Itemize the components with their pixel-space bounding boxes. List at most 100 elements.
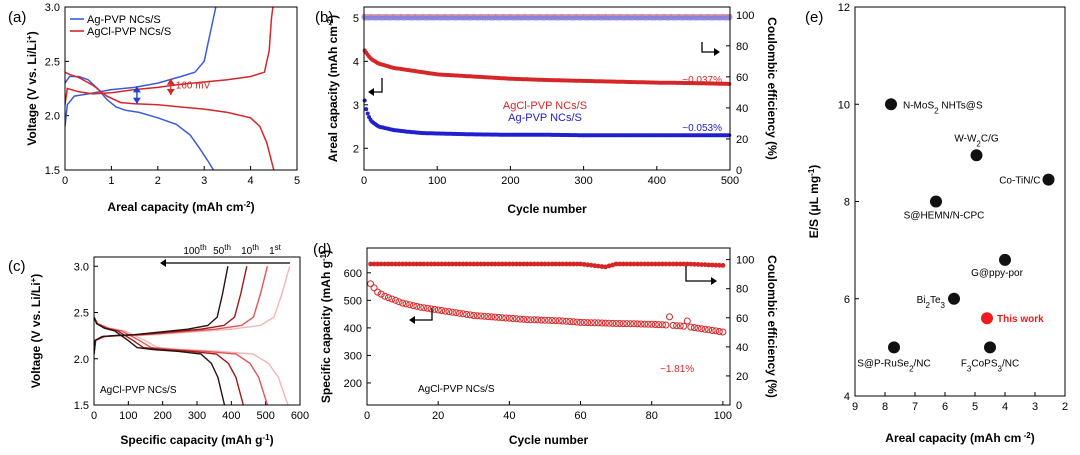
- panel-d-y2-ticklabel: 100: [736, 255, 754, 267]
- panel-b-y2-ticklabel: 80: [736, 41, 748, 53]
- panel-d-capacity-point: [591, 319, 599, 327]
- panel-d-ce-point: [660, 261, 665, 267]
- panel-b-ce-point: [614, 15, 620, 21]
- panel-b-ce-point: [562, 15, 567, 21]
- panel-c-label: (c): [8, 258, 26, 275]
- panel-d-ce-point: [400, 261, 405, 267]
- panel-d-x-ticklabel: 40: [503, 410, 515, 422]
- panel-b-ce-point: [541, 15, 547, 21]
- panel-b-ce-point: [679, 15, 685, 21]
- panel-d-ce-point: [638, 261, 644, 267]
- panel-b-xlabel: Cycle number: [507, 202, 587, 216]
- panel-d-capacity-point: [694, 324, 702, 332]
- panel-b-ce-point: [600, 15, 605, 21]
- panel-d-capacity-point: [548, 317, 556, 324]
- panel-d-capacity-point: [626, 320, 634, 328]
- panel-b-ce-point: [613, 15, 619, 21]
- panel-d-capacity-point: [630, 320, 638, 328]
- panel-b-ce-point: [452, 15, 458, 21]
- panel-b-ce-point: [459, 15, 465, 21]
- panel-d-capacity-point: [520, 315, 528, 323]
- panel-b-capacity-series: [362, 98, 732, 138]
- panel-d-capacity-point: [513, 315, 520, 323]
- panel-d-ce-point: [695, 262, 701, 267]
- panel-b-ce-point: [708, 15, 714, 21]
- panel-d-capacity-point: [545, 316, 552, 324]
- panel-e-x-ticklabel: 9: [852, 401, 858, 413]
- panel-b-ce-point: [371, 15, 377, 21]
- panel-d-capacity-point: [484, 313, 492, 321]
- panel-b-ce-point: [540, 15, 545, 21]
- panel-d-ce-point: [386, 261, 391, 267]
- panel-b-ce-point: [519, 15, 525, 21]
- panel-d-capacity-point: [459, 310, 467, 318]
- panel-d-capacity-point: [374, 288, 382, 296]
- panel-d-ce-point: [421, 261, 427, 267]
- panel-b-ce-point: [538, 15, 544, 21]
- panel-b-annotation: ~0.037%: [682, 75, 722, 86]
- panel-d-xlabel: Cycle number: [509, 433, 589, 447]
- panel-b-ce-point: [428, 15, 434, 21]
- panel-d-capacity-point: [488, 313, 496, 321]
- panel-b-ce-point: [707, 15, 712, 21]
- panel-b-ce-point: [525, 15, 531, 21]
- panel-b-ce-point: [512, 15, 518, 21]
- panel-d-ylabel: Specific capacity (mAh g-1): [319, 250, 334, 403]
- panel-d-y-ticklabel: 600: [344, 268, 362, 280]
- panel-b-ce-point: [444, 15, 450, 21]
- panel-b-ce-point: [532, 15, 538, 21]
- panel-d-ce-point: [592, 263, 598, 269]
- panel-b-ce-point: [672, 15, 677, 21]
- panel-b-y2-ticklabel: 100: [736, 10, 754, 22]
- panel-b-ce-point: [474, 15, 480, 21]
- panel-d-y2-ticklabel: 20: [736, 371, 748, 383]
- panel-d-right-arrowhead: [711, 277, 717, 285]
- panel-e-label: (e): [805, 9, 823, 26]
- panel-d-ce-point: [620, 261, 626, 267]
- panel-e-x-ticklabel: 5: [972, 401, 978, 413]
- panel-d-capacity-point: [370, 284, 378, 292]
- panel-d-ce-point: [613, 261, 619, 267]
- panel-d-capacity-point: [698, 325, 705, 333]
- panel-a-x-ticklabel: 4: [248, 175, 254, 187]
- panel-d-ce-point: [368, 261, 373, 267]
- panel-b-ce-point: [626, 15, 632, 21]
- panel-d-ce-point: [649, 261, 655, 267]
- panel-e-y-ticklabel: 10: [838, 99, 850, 111]
- panel-b-ce-point: [576, 15, 582, 21]
- panel-d-ce-point: [563, 261, 569, 267]
- panel-c-cycle-label: 1st: [269, 243, 282, 258]
- panel-d-ce-point: [603, 264, 608, 270]
- panel-d-ce-point: [713, 262, 719, 268]
- panel-d-ce-point: [567, 261, 573, 267]
- panel-d-capacity-point: [705, 326, 713, 334]
- panel-d-capacity-point: [473, 312, 481, 320]
- panel-b-ce-point: [714, 15, 720, 21]
- panel-b-ce-point: [664, 15, 670, 21]
- panel-d-capacity-point: [502, 314, 510, 322]
- panel-b-ce-point: [490, 15, 496, 21]
- panel-b-ce-point: [724, 15, 730, 21]
- panel-b-ce-point: [386, 15, 392, 21]
- panel-c-cycle-arrowhead: [160, 259, 166, 267]
- panel-a-x-ticklabel: 1: [108, 175, 114, 187]
- panel-a-xlabel: Areal capacity (mAh cm-2): [107, 200, 254, 215]
- panel-d-capacity-point: [541, 316, 549, 324]
- panel-e-y-ticklabel: 12: [838, 2, 850, 14]
- panel-b-y-ticklabel: 3: [353, 100, 359, 112]
- panel-d-ce-point: [681, 261, 687, 267]
- panel-d-capacity-point: [445, 308, 453, 316]
- panel-d-capacity-point: [477, 312, 485, 320]
- panel-a-y-ticklabel: 2.0: [45, 111, 60, 123]
- panel-d-y2-ticklabel: 80: [736, 284, 748, 296]
- panel-d-capacity-point: [658, 321, 666, 329]
- panel-b-y-ticklabel: 4: [353, 56, 359, 68]
- panel-d-ce-point: [617, 261, 623, 267]
- panel-d-capacity-point: [673, 322, 681, 330]
- panel-d-ce-point: [631, 261, 637, 267]
- panel-d-capacity-point: [715, 328, 723, 335]
- panel-b-legend-label: Ag-PVP NCs/S: [508, 112, 582, 124]
- panel-d-ce-point: [574, 261, 580, 267]
- panel-c-ylabel: Voltage (V vs. Li/Li+): [29, 274, 44, 388]
- panel-d-annotation: ~1.81%: [660, 364, 694, 375]
